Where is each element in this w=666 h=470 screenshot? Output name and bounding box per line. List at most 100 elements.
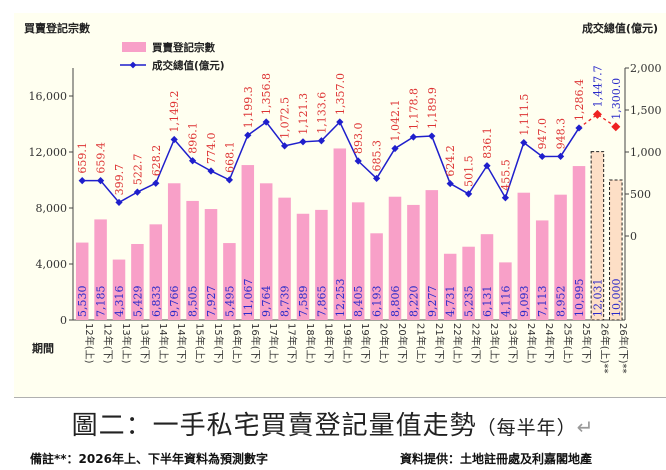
bar-value-label: 7,865 — [315, 286, 328, 318]
left-axis-title: 買賣登記宗數 — [24, 21, 90, 35]
bar — [259, 183, 273, 320]
figure-caption: 圖二：一手私宅買賣登記量值走勢（每半年）↵ — [0, 405, 666, 442]
bar-value-label: 9,764 — [260, 286, 273, 318]
category-label: 15年(上) — [194, 323, 207, 364]
line-value-label: 1,178.8 — [407, 88, 420, 130]
line-value-label: 659.4 — [95, 142, 108, 174]
line-value-label: 1,447.7 — [591, 65, 604, 107]
bar — [204, 209, 218, 320]
bar-value-label: 7,589 — [297, 286, 310, 318]
bar-value-label: 5,429 — [131, 286, 144, 318]
right-axis-title: 成交總值(億元) — [582, 21, 658, 35]
category-label: 18年(上) — [304, 323, 317, 364]
line-value-label: 896.1 — [187, 122, 200, 154]
bar-value-label: 11,067 — [242, 279, 255, 318]
line-value-label: 501.5 — [463, 155, 476, 187]
bar-value-label: 5,530 — [76, 286, 89, 318]
bar — [112, 259, 126, 320]
bar — [75, 242, 89, 320]
line-value-label: 1,189.9 — [426, 87, 439, 129]
line-value-label: 1,072.5 — [279, 97, 292, 139]
bar — [517, 192, 531, 320]
bar — [443, 253, 457, 320]
bar — [149, 224, 163, 320]
bar-value-label: 8,505 — [187, 286, 200, 318]
category-label: 12年(下) — [102, 323, 115, 364]
line-value-label: 522.7 — [131, 154, 144, 186]
value-point-marker — [538, 152, 546, 161]
bar — [370, 233, 383, 320]
value-point-marker — [501, 194, 509, 202]
line-value-label: 1,042.1 — [389, 99, 402, 141]
value-point-marker — [354, 157, 362, 165]
value-point-marker — [575, 124, 583, 132]
value-point-marker — [170, 135, 178, 144]
value-point-marker — [207, 167, 215, 175]
category-label: 22年(上) — [451, 323, 464, 364]
bar — [480, 234, 494, 320]
category-label: 25年(下) — [580, 323, 593, 364]
legend-line-marker — [129, 61, 137, 69]
line-value-label: 836.1 — [481, 127, 494, 159]
line-value-label: 947.0 — [536, 118, 549, 150]
line-value-label: 628.2 — [150, 145, 163, 177]
bar-value-label: 4,116 — [499, 285, 512, 317]
line-value-label: 1,356.8 — [260, 73, 273, 115]
right-tick-label: 1,000 — [630, 146, 662, 159]
left-tick-label: 8,000 — [36, 202, 68, 215]
bar-value-label: 7,185 — [95, 286, 108, 318]
line-value-label: 1,133.6 — [315, 92, 328, 134]
category-label: 24年(下) — [543, 323, 556, 364]
line-value-label: 774.0 — [205, 132, 218, 164]
bar-value-label: 10,995 — [573, 279, 586, 318]
category-label: 20年(下) — [396, 323, 409, 364]
category-label: 23年(上) — [488, 323, 501, 364]
bar-value-label: 9,093 — [518, 286, 531, 318]
bar-value-label: 8,220 — [407, 286, 420, 318]
bar-value-label: 9,766 — [168, 286, 181, 318]
value-point-marker — [465, 190, 473, 198]
value-point-marker — [520, 139, 528, 147]
bar — [462, 246, 475, 320]
category-label: 12年(上) — [83, 323, 96, 364]
value-point-marker — [189, 157, 197, 165]
legend-line-label: 成交總值(億元) — [152, 59, 225, 72]
bar — [554, 194, 567, 320]
caption-main: 圖二：一手私宅買賣登記量值走勢 — [71, 411, 477, 441]
value-point-marker — [373, 174, 381, 183]
right-tick-label: 500 — [630, 188, 651, 201]
category-label: 21年(下) — [433, 323, 446, 364]
category-label: 14年(下) — [175, 323, 188, 364]
right-tick-label: 1,500 — [630, 104, 662, 117]
bar-value-label: 7,113 — [536, 286, 549, 318]
caption-sub: （每半年） — [476, 417, 577, 439]
bar-value-label: 12,031 — [591, 279, 604, 318]
forecast-line — [578, 113, 617, 129]
category-label: 18年(下) — [322, 323, 335, 364]
bar-value-label: 4,316 — [113, 286, 126, 318]
value-line — [82, 120, 580, 204]
category-label: 21年(上) — [414, 323, 427, 364]
legend-bar-swatch — [122, 42, 146, 52]
forecast-bar — [609, 179, 623, 321]
line-value-label: 1,199.3 — [242, 86, 255, 128]
bar — [425, 190, 439, 320]
bar-value-label: 12,253 — [334, 279, 347, 318]
line-value-label: 948.3 — [555, 118, 568, 150]
value-point-marker — [428, 132, 436, 140]
line-value-label: 668.1 — [223, 141, 236, 173]
value-point-marker — [557, 152, 565, 160]
bar — [167, 183, 181, 320]
category-label: 13年(下) — [138, 323, 151, 364]
value-point-marker — [115, 198, 123, 207]
bar-value-label: 4,731 — [444, 286, 457, 318]
return-mark-icon: ↵ — [576, 415, 595, 439]
category-label: 25年(上) — [562, 323, 575, 364]
line-value-label: 659.1 — [76, 142, 89, 174]
footnote-note: 備註**：2026年上、下半年資料為預測數字 — [30, 452, 268, 466]
left-tick-label: 16,000 — [29, 90, 68, 103]
bar-value-label: 6,833 — [150, 286, 163, 318]
forecast-point-marker — [611, 122, 621, 132]
category-label: 20年(上) — [378, 323, 391, 364]
category-label: 14年(上) — [157, 323, 170, 364]
